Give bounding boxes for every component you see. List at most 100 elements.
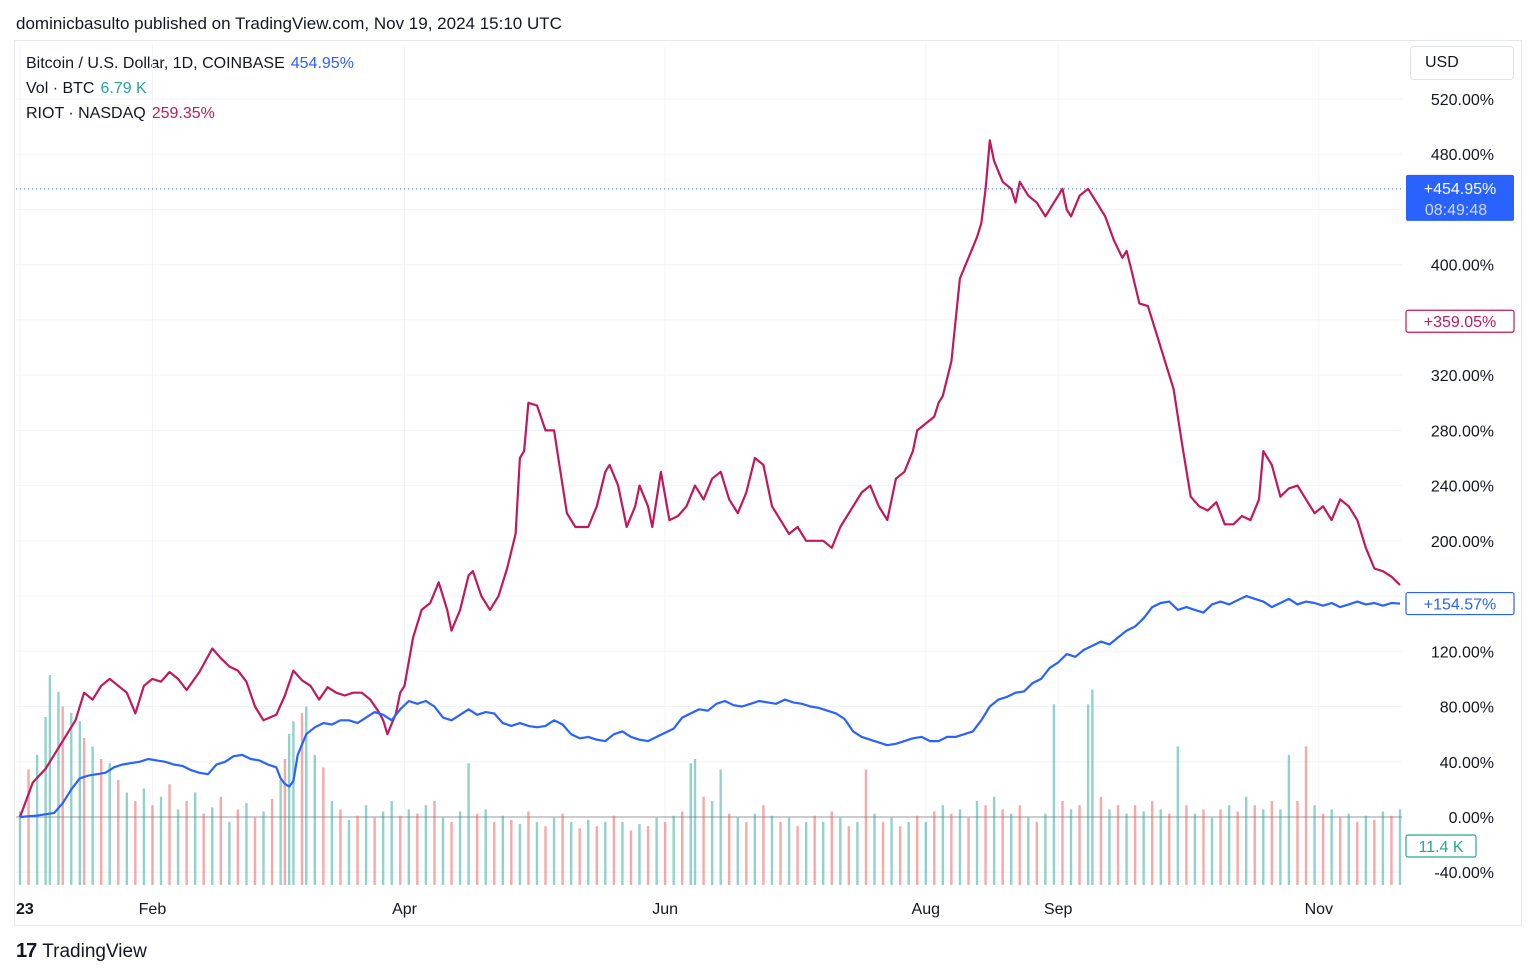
volume-bar bbox=[1086, 704, 1090, 885]
volume-bar bbox=[822, 822, 825, 885]
volume-bar bbox=[830, 811, 833, 885]
volume-bar bbox=[1099, 796, 1103, 885]
volume-bar bbox=[1313, 805, 1316, 885]
volume-bar bbox=[330, 801, 334, 885]
volume-bar bbox=[736, 817, 739, 885]
volume-bar bbox=[108, 763, 111, 885]
volume-bar bbox=[672, 815, 675, 885]
legend-riot[interactable]: RIOT · NASDAQ 259.35% bbox=[26, 105, 215, 123]
volume-bar bbox=[941, 805, 945, 885]
btc-last-tag-value: +454.95% bbox=[1424, 181, 1497, 198]
volume-bar bbox=[1330, 809, 1333, 885]
volume-bar bbox=[193, 792, 197, 885]
volume-bar bbox=[890, 817, 893, 885]
volume-bar bbox=[185, 801, 188, 885]
volume-bar bbox=[527, 811, 530, 885]
volume-bar bbox=[638, 824, 641, 885]
volume-bar bbox=[569, 822, 573, 885]
y-tick-label: 240.00% bbox=[1431, 479, 1494, 496]
volume-bar bbox=[493, 822, 496, 885]
volume-bar bbox=[1321, 813, 1325, 885]
volume-bar bbox=[681, 811, 684, 885]
volume-bar bbox=[1176, 746, 1180, 885]
tradingview-logo[interactable]: 17 TradingView bbox=[16, 940, 147, 963]
volume-bar bbox=[1244, 796, 1248, 885]
btc-countdown: 08:49:48 bbox=[1425, 202, 1487, 219]
y-tick-label: 400.00% bbox=[1431, 258, 1494, 275]
volume-bar bbox=[381, 811, 385, 885]
riot-series-line bbox=[18, 139, 1401, 818]
volume-bar bbox=[762, 805, 765, 885]
x-tick-label: Jun bbox=[652, 901, 678, 918]
volume-bar bbox=[48, 675, 52, 885]
volume-bar bbox=[1044, 813, 1047, 885]
legend-btc[interactable]: Bitcoin / U.S. Dollar, 1D, COINBASE 454.9… bbox=[26, 55, 354, 73]
y-tick-label: 120.00% bbox=[1431, 644, 1494, 661]
tradingview-logo-mark: 17 bbox=[16, 940, 37, 962]
volume-bar bbox=[458, 811, 462, 885]
legend-volume-value: 6.79 K bbox=[100, 80, 147, 97]
volume-bar bbox=[228, 822, 231, 885]
volume-bar bbox=[125, 792, 129, 885]
volume-bar bbox=[710, 801, 714, 885]
volume-bar bbox=[1262, 809, 1265, 885]
volume-bar bbox=[305, 706, 308, 885]
volume-bar bbox=[1364, 815, 1368, 885]
volume-bar bbox=[236, 809, 240, 885]
volume-bar bbox=[407, 809, 410, 885]
volume-bar bbox=[544, 826, 547, 885]
volume-bar bbox=[561, 813, 564, 885]
riot-last-tag bbox=[1405, 309, 1515, 333]
volume-bar bbox=[1108, 809, 1111, 885]
volume-bar bbox=[44, 717, 47, 885]
volume-bar bbox=[117, 780, 120, 885]
volume-bar bbox=[1219, 809, 1222, 885]
volume-bar bbox=[262, 811, 265, 885]
tradingview-brand: TradingView bbox=[42, 940, 147, 962]
x-axis: 23 Feb Apr Jun Aug Sep Nov bbox=[16, 901, 1333, 918]
y-tick-label: 520.00% bbox=[1431, 92, 1494, 109]
y-tick-label: 320.00% bbox=[1431, 368, 1494, 385]
volume-bar bbox=[1287, 754, 1291, 885]
y-tick-label: 0.00% bbox=[1449, 810, 1494, 827]
volume-bar bbox=[578, 828, 581, 885]
volume-bar bbox=[134, 801, 137, 885]
volume-bar bbox=[1052, 704, 1056, 885]
volume-bar bbox=[245, 803, 248, 885]
volume-bar bbox=[292, 721, 295, 885]
legend-riot-label: RIOT · NASDAQ bbox=[26, 105, 146, 122]
legend-volume[interactable]: Vol · BTC 6.79 K bbox=[26, 80, 147, 98]
btc-series-line bbox=[19, 594, 1401, 819]
volume-bar bbox=[300, 712, 304, 885]
volume-bar bbox=[1253, 805, 1256, 885]
volume-bar bbox=[1270, 801, 1274, 885]
volume-bar bbox=[70, 712, 73, 885]
volume-bar bbox=[856, 822, 859, 885]
volume-bar bbox=[78, 721, 82, 885]
volume-bar bbox=[270, 798, 274, 885]
volume-bar bbox=[873, 813, 876, 885]
volume-bar bbox=[1338, 817, 1342, 885]
volume-bar bbox=[322, 767, 325, 885]
volume-bar bbox=[287, 733, 291, 885]
volume-bar bbox=[992, 796, 996, 885]
volume-bar bbox=[364, 805, 368, 885]
x-tick-label: Apr bbox=[392, 901, 418, 918]
volume-bar bbox=[587, 819, 590, 885]
volume-bar bbox=[924, 822, 927, 885]
y-tick-label: 40.00% bbox=[1440, 755, 1494, 772]
volume-bar bbox=[176, 809, 180, 885]
volume-bar bbox=[663, 822, 667, 885]
volume-bar bbox=[151, 805, 154, 885]
volume-bar bbox=[1125, 813, 1128, 885]
riot-last-tag-value: +359.05% bbox=[1424, 314, 1497, 331]
volume-bar bbox=[1133, 805, 1137, 885]
x-tick-label: Feb bbox=[139, 901, 167, 918]
x-tick-label: Aug bbox=[912, 901, 940, 918]
y-tick-label: 200.00% bbox=[1431, 534, 1494, 551]
currency-button[interactable]: USD bbox=[1410, 46, 1514, 80]
volume-bar bbox=[1279, 809, 1282, 885]
volume-bar bbox=[950, 813, 953, 885]
volume-bar bbox=[612, 815, 616, 885]
